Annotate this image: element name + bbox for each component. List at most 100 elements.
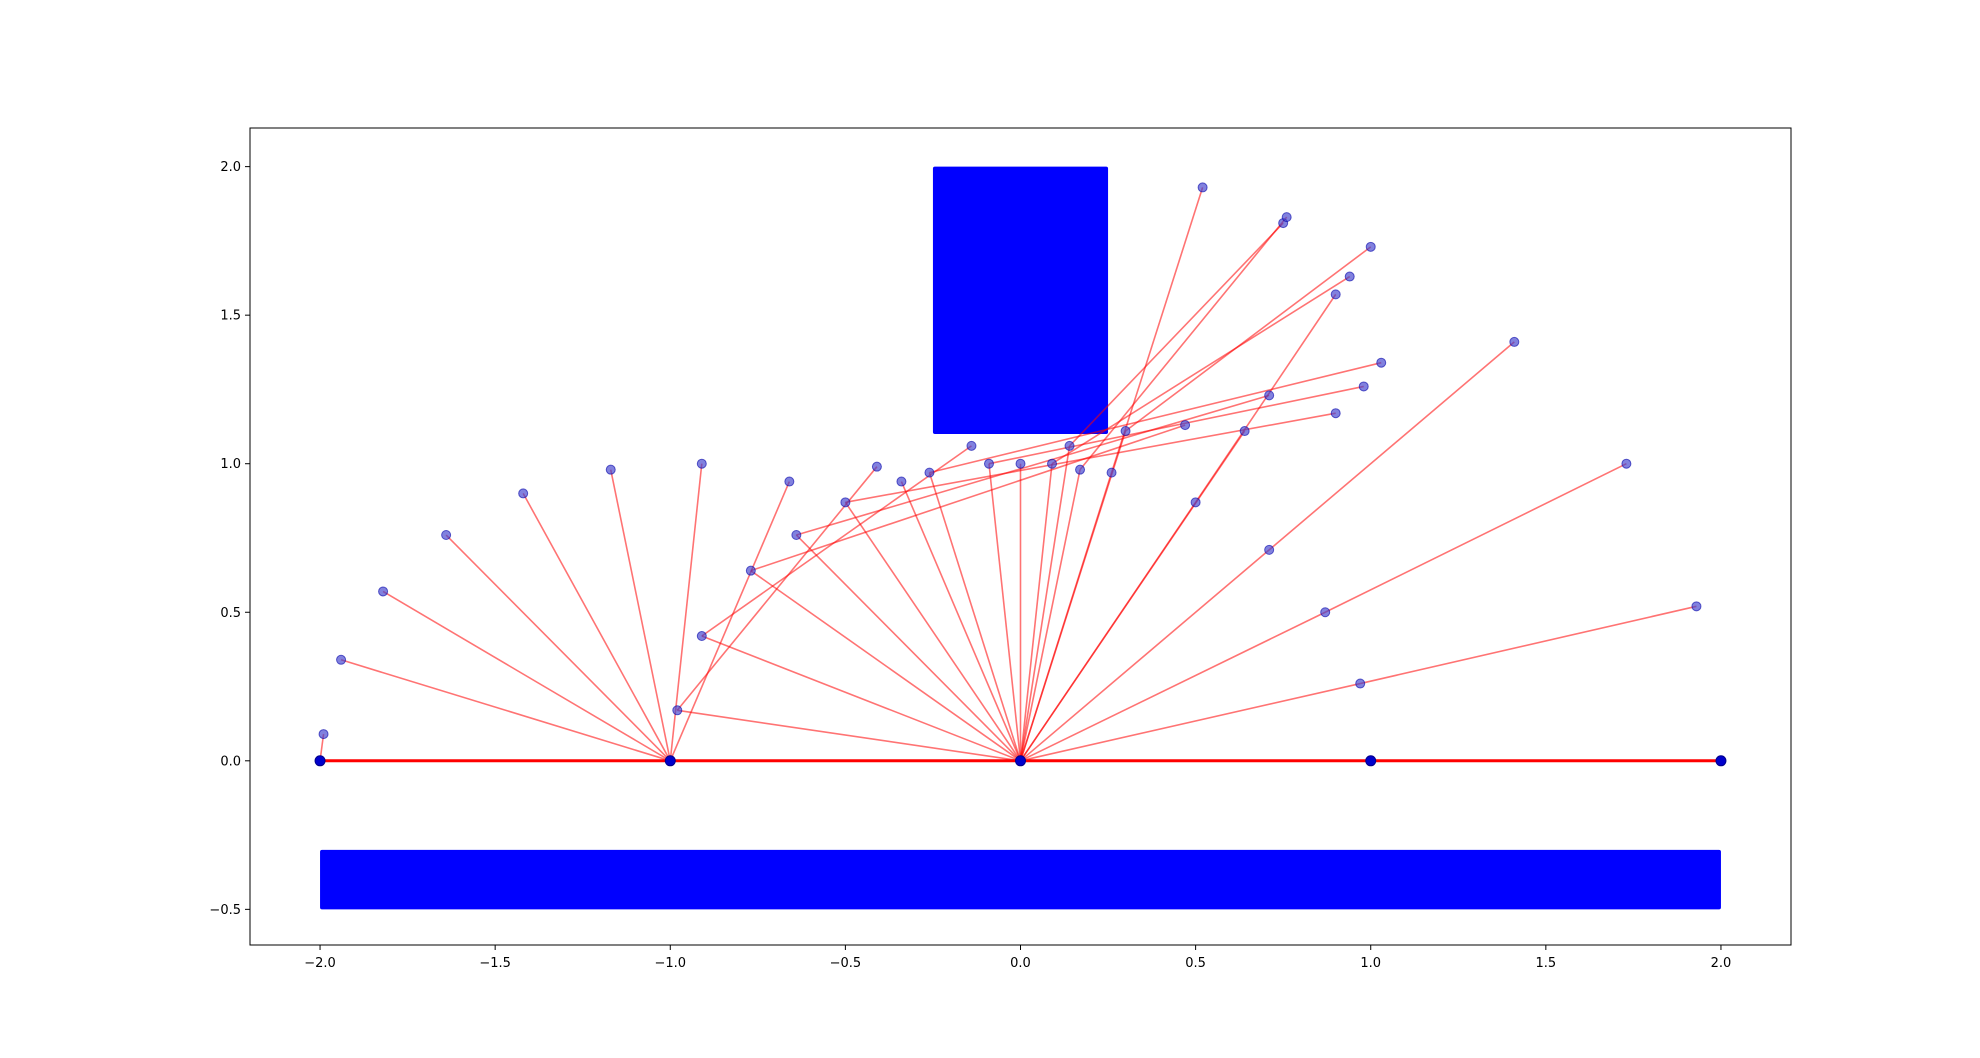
tree-edge-35 — [1019, 549, 1270, 762]
x-tick-label-6: 1.0 — [1360, 956, 1381, 971]
tree-node-24 — [1180, 420, 1191, 431]
base-node-4 — [1715, 755, 1727, 767]
tree-node-5 — [605, 464, 616, 475]
node-layer — [314, 182, 1727, 767]
tree-edge-16 — [844, 501, 1022, 762]
tree-node-33 — [1330, 289, 1341, 300]
tree-node-12 — [840, 497, 851, 508]
y-tick-label-1: 0.0 — [220, 754, 241, 769]
tree-node-9 — [696, 631, 707, 642]
tree-edge-22 — [988, 385, 1364, 465]
tree-edge-12 — [750, 570, 1021, 762]
tree-node-18 — [1015, 458, 1026, 469]
tree-node-40 — [1509, 336, 1520, 347]
obstacle-rect-0 — [932, 166, 1109, 435]
tree-node-39 — [1376, 357, 1387, 368]
tree-edge-20 — [929, 361, 1382, 474]
tree-edge-5 — [609, 469, 672, 761]
tree-node-22 — [1106, 467, 1117, 478]
tree-node-28 — [1264, 390, 1275, 401]
y-tick-label-3: 1.0 — [220, 457, 241, 472]
tree-edge-27 — [1019, 469, 1081, 761]
y-tick-label-0: −0.5 — [209, 903, 241, 918]
tree-edge-31 — [1019, 430, 1127, 762]
tree-node-25 — [1197, 182, 1208, 193]
x-axis: −2.0 −1.5 −1.0 −0.5 0.0 0.5 1.0 1.5 2.0 — [304, 945, 1731, 971]
tree-edge-28 — [1079, 216, 1288, 471]
tree-edge-39 — [1020, 682, 1361, 762]
tree-node-27 — [1190, 497, 1201, 508]
obstacle-layer — [320, 166, 1721, 910]
y-tick-label-2: 0.5 — [220, 606, 241, 621]
tree-edge-8 — [677, 709, 1021, 762]
tree-node-15 — [924, 467, 935, 478]
tree-node-8 — [672, 705, 683, 716]
base-node-3 — [1365, 755, 1377, 767]
tree-edge-38 — [1324, 462, 1627, 613]
x-tick-label-3: −0.5 — [830, 956, 862, 971]
tree-node-37 — [1358, 381, 1369, 392]
tree-node-16 — [966, 440, 977, 451]
tree-edge-40 — [1360, 605, 1697, 685]
tree-edge-42 — [1068, 222, 1284, 447]
tree-node-23 — [1120, 426, 1131, 437]
tree-node-4 — [518, 488, 529, 499]
tree-edge-11 — [701, 445, 972, 637]
tree-edge-3 — [445, 534, 671, 762]
x-tick-label-7: 1.5 — [1535, 956, 1556, 971]
tree-node-29 — [1264, 544, 1275, 555]
x-tick-label-4: 0.0 — [1010, 956, 1031, 971]
tree-node-11 — [791, 530, 802, 541]
tree-edge-18 — [900, 481, 1022, 762]
tree-node-6 — [696, 458, 707, 469]
tree-edge-7 — [669, 481, 791, 762]
tree-edge-25 — [1019, 463, 1053, 761]
tree-node-14 — [896, 476, 907, 487]
tree-edge-33 — [1019, 501, 1197, 762]
tree-node-1 — [336, 654, 347, 665]
tree-node-20 — [1064, 440, 1075, 451]
tree-node-35 — [1344, 271, 1355, 282]
tree-node-10 — [745, 565, 756, 576]
tree-edge-21 — [988, 463, 1022, 761]
tree-node-17 — [983, 458, 994, 469]
tree-edge-15 — [796, 394, 1270, 536]
y-tick-label-4: 1.5 — [220, 309, 241, 324]
tree-node-42 — [1691, 601, 1702, 612]
tree-node-41 — [1621, 458, 1632, 469]
tree-edge-14 — [795, 534, 1022, 762]
x-tick-label-5: 0.5 — [1185, 956, 1206, 971]
x-tick-label-0: −2.0 — [304, 956, 336, 971]
tree-node-36 — [1355, 678, 1366, 689]
base-node-2 — [1015, 755, 1026, 767]
tree-node-38 — [1365, 241, 1376, 252]
tree-edge-19 — [928, 472, 1022, 762]
tree-edge-36 — [1268, 341, 1515, 551]
tree-edge-13 — [750, 424, 1186, 572]
y-axis: −0.5 0.0 0.5 1.0 1.5 2.0 — [209, 160, 250, 918]
tree-edge-30 — [1110, 187, 1204, 473]
tree-node-21 — [1075, 464, 1086, 475]
tree-node-3 — [441, 530, 452, 541]
obstacle-rect-1 — [320, 849, 1721, 910]
tree-edge-26 — [1051, 275, 1351, 465]
tree-edge-1 — [340, 659, 671, 762]
tree-edge-2 — [382, 590, 671, 762]
tree-edge-4 — [522, 493, 671, 762]
tree-edge-32 — [1125, 246, 1372, 432]
tree-node-32 — [1320, 607, 1331, 618]
tree-node-13 — [871, 461, 882, 472]
base-node-1 — [664, 755, 676, 767]
base-node-0 — [314, 755, 326, 767]
tree-node-2 — [378, 586, 389, 597]
tree-node-31 — [1281, 212, 1292, 223]
x-tick-label-1: −1.5 — [479, 956, 511, 971]
tree-node-7 — [784, 476, 795, 487]
tree-node-0 — [318, 729, 329, 740]
tree-edge-10 — [701, 635, 1021, 762]
tree-node-26 — [1239, 426, 1250, 437]
x-tick-label-2: −1.0 — [654, 956, 686, 971]
tree-edge-37 — [1020, 611, 1326, 762]
y-tick-label-5: 2.0 — [220, 160, 241, 175]
